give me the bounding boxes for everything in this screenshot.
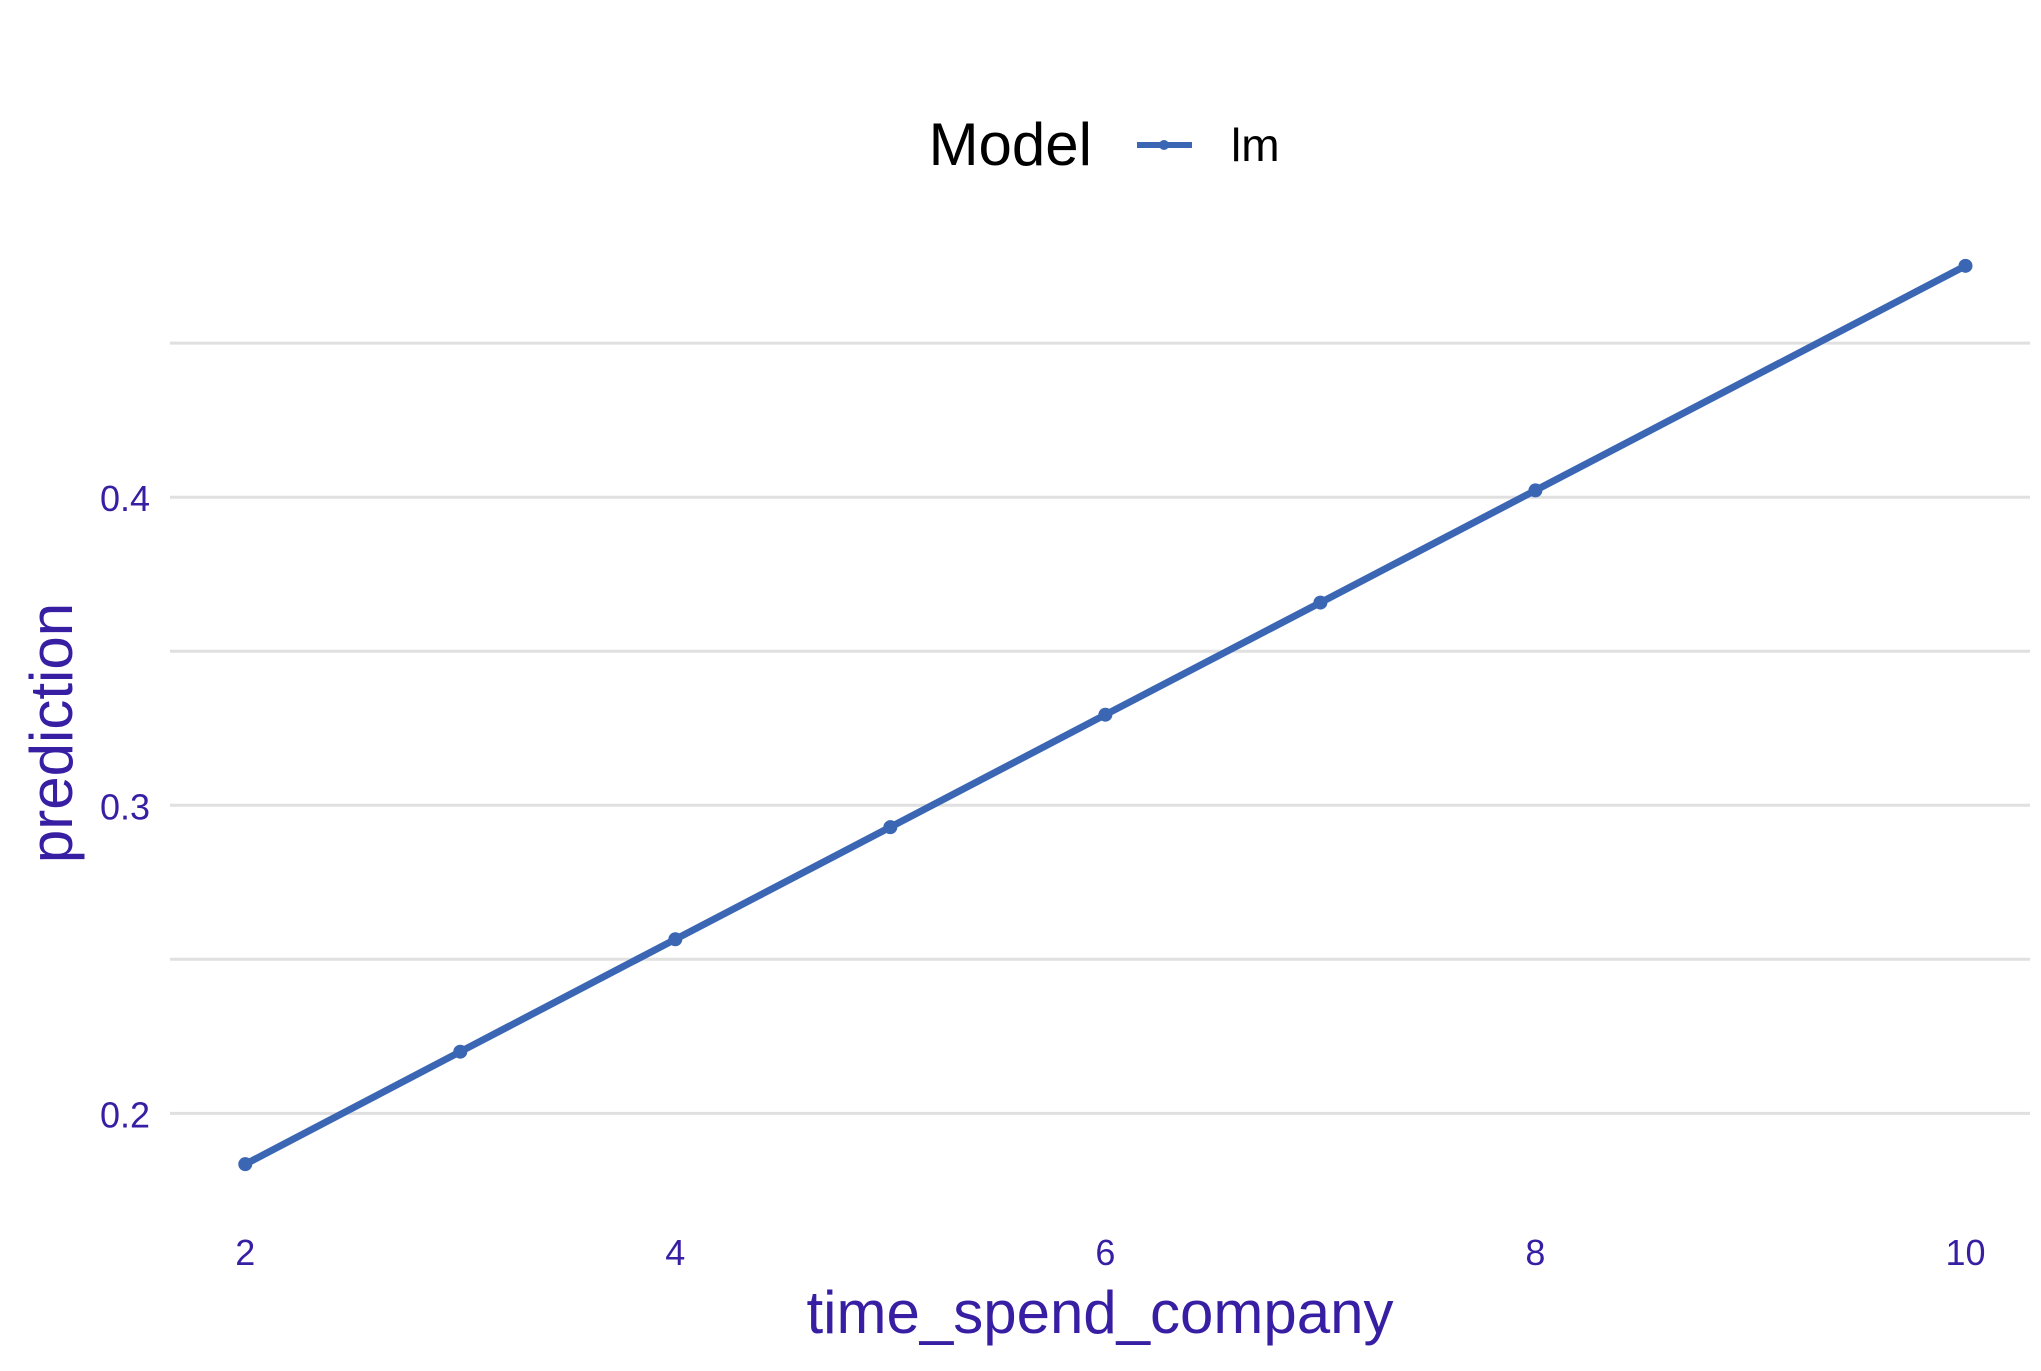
legend-title: Model (929, 111, 1092, 178)
data-point (668, 932, 683, 947)
x-tick-label: 4 (665, 1232, 685, 1273)
x-tick-label: 10 (1945, 1232, 1985, 1273)
x-tick-label: 6 (1095, 1232, 1115, 1273)
y-tick-label: 0.3 (100, 786, 150, 827)
data-point (238, 1157, 253, 1172)
y-tick-label: 0.2 (100, 1094, 150, 1135)
data-point (453, 1044, 468, 1059)
series-line-lm (241, 262, 1969, 1168)
x-axis-title: time_spend_company (806, 1279, 1393, 1346)
legend: Model lm (929, 111, 1280, 178)
data-point (883, 820, 898, 835)
data-point (1958, 258, 1973, 273)
series-layer (238, 258, 1973, 1172)
y-axis-title: prediction (18, 603, 85, 863)
data-point (1098, 707, 1113, 722)
data-point (1313, 595, 1328, 610)
y-tick-label: 0.4 (100, 478, 150, 519)
data-point (1528, 483, 1543, 498)
grid-layer (170, 341, 2030, 1115)
legend-key-point (1159, 140, 1169, 150)
x-tick-label: 2 (235, 1232, 255, 1273)
legend-entry-label: lm (1231, 119, 1280, 171)
x-tick-label: 8 (1525, 1232, 1545, 1273)
tick-layer: 0.2 0.3 0.4 2 4 6 8 10 (100, 478, 1986, 1273)
